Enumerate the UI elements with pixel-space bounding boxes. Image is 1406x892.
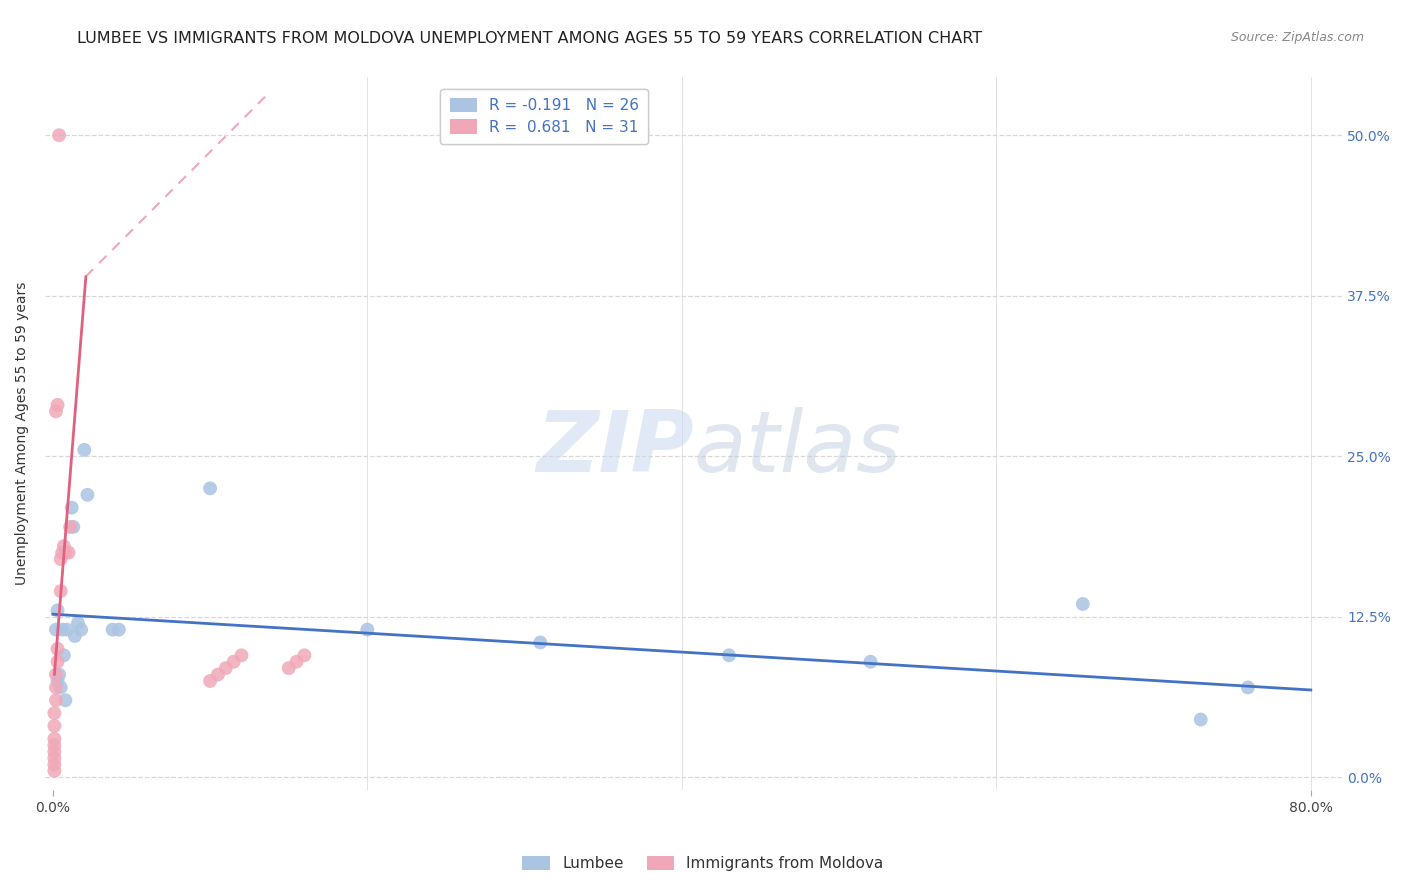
Point <box>44 745 66 759</box>
Point <box>45 693 67 707</box>
Point <box>49 552 72 566</box>
Point <box>198 481 221 495</box>
Point <box>45 681 67 695</box>
Point <box>56 623 79 637</box>
Point <box>73 442 96 457</box>
Y-axis label: Unemployment Among Ages 55 to 59 years: Unemployment Among Ages 55 to 59 years <box>15 282 30 585</box>
Point <box>76 488 98 502</box>
Point <box>44 706 66 720</box>
Point <box>1237 681 1260 695</box>
Point <box>66 616 89 631</box>
Point <box>59 520 82 534</box>
Point <box>101 623 124 637</box>
Point <box>51 623 73 637</box>
Point <box>1071 597 1094 611</box>
Point <box>63 629 86 643</box>
Point <box>285 655 308 669</box>
Point <box>48 128 70 143</box>
Point <box>44 738 66 752</box>
Point <box>44 731 66 746</box>
Point <box>859 655 882 669</box>
Point <box>215 661 238 675</box>
Legend: R = -0.191   N = 26, R =  0.681   N = 31: R = -0.191 N = 26, R = 0.681 N = 31 <box>440 88 648 145</box>
Point <box>46 398 69 412</box>
Point <box>44 764 66 778</box>
Point <box>529 635 551 649</box>
Point <box>207 667 229 681</box>
Point <box>294 648 316 663</box>
Point <box>60 500 83 515</box>
Point <box>46 641 69 656</box>
Point <box>52 539 75 553</box>
Point <box>55 693 77 707</box>
Point <box>222 655 245 669</box>
Point <box>44 751 66 765</box>
Text: ZIP: ZIP <box>536 407 693 490</box>
Point <box>356 623 378 637</box>
Point <box>277 661 299 675</box>
Text: atlas: atlas <box>693 407 901 490</box>
Point <box>231 648 253 663</box>
Point <box>58 545 80 559</box>
Point <box>48 667 70 681</box>
Point <box>198 673 221 688</box>
Point <box>44 757 66 772</box>
Point <box>44 719 66 733</box>
Text: LUMBEE VS IMMIGRANTS FROM MOLDOVA UNEMPLOYMENT AMONG AGES 55 TO 59 YEARS CORRELA: LUMBEE VS IMMIGRANTS FROM MOLDOVA UNEMPL… <box>77 31 983 46</box>
Point <box>49 681 72 695</box>
Point <box>108 623 131 637</box>
Point <box>717 648 740 663</box>
Point <box>62 520 84 534</box>
Point <box>49 584 72 599</box>
Point <box>46 655 69 669</box>
Point <box>45 404 67 418</box>
Point <box>51 545 73 559</box>
Point <box>46 603 69 617</box>
Point <box>55 545 77 559</box>
Legend: Lumbee, Immigrants from Moldova: Lumbee, Immigrants from Moldova <box>516 849 890 877</box>
Point <box>52 648 75 663</box>
Text: Source: ZipAtlas.com: Source: ZipAtlas.com <box>1230 31 1364 45</box>
Point <box>45 623 67 637</box>
Point <box>46 673 69 688</box>
Point <box>1189 713 1212 727</box>
Point <box>70 623 93 637</box>
Point <box>45 667 67 681</box>
